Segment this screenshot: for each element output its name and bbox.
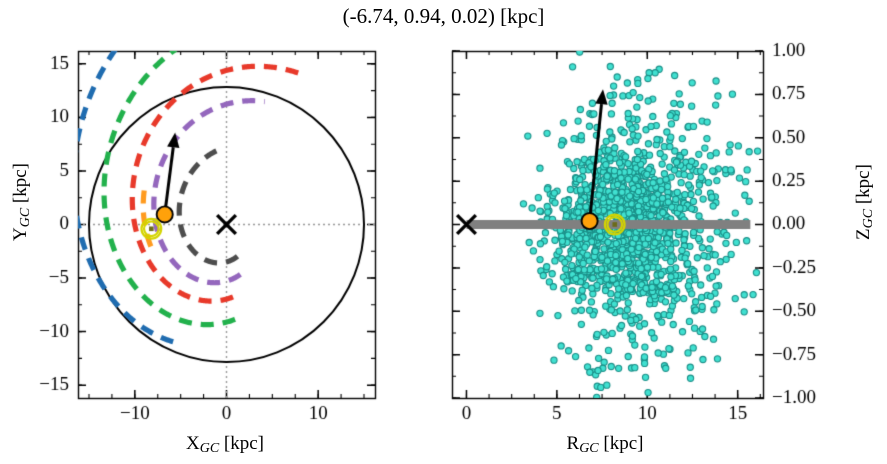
left-x-label-main: X (185, 433, 200, 454)
right-x-label-main: R (566, 433, 580, 454)
left-x-label-sub: GC (199, 441, 220, 457)
left-x-label-unit: [kpc] (219, 433, 265, 454)
right-panel-x-axis-label: RGC [kpc] (490, 433, 720, 457)
right-x-label-unit: [kpc] (598, 433, 644, 454)
left-y-label-unit: [kpc] (9, 163, 31, 208)
right-y-label-sub: GC (861, 208, 877, 229)
left-panel-y-axis-label: YGC [kpc] (10, 142, 34, 262)
figure-title: (-6.74, 0.94, 0.02) [kpc] (342, 4, 545, 28)
right-y-label-main: Z (852, 228, 874, 240)
left-y-label-sub: GC (18, 207, 34, 228)
left-y-label-main: Y (9, 227, 31, 242)
right-panel-y-axis-label: ZGC [kpc] (853, 142, 877, 262)
right-x-label-sub: GC (579, 441, 599, 457)
right-y-label-unit: [kpc] (852, 164, 874, 209)
left-panel-x-axis-label: XGC [kpc] (110, 433, 340, 457)
